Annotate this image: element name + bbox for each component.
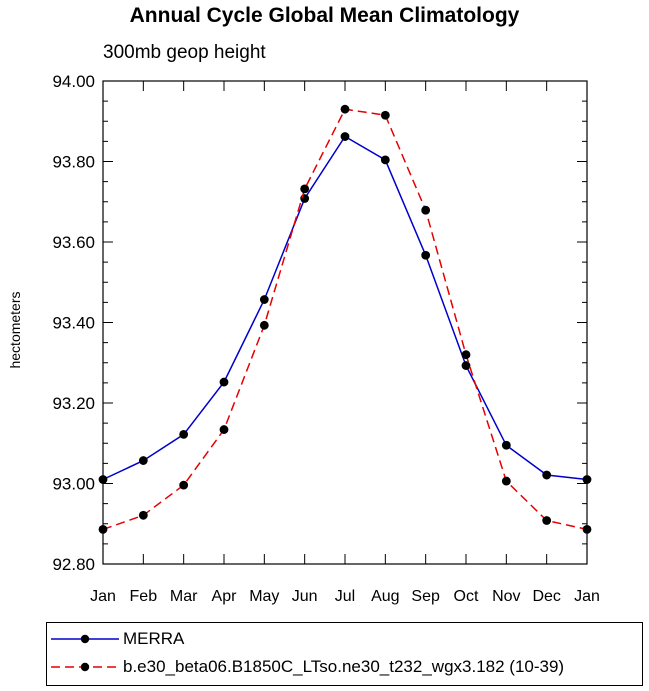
series-2-point	[582, 524, 592, 534]
series-line-2	[102, 108, 588, 531]
x-tick-label: Jul	[335, 588, 355, 605]
series-2-point	[179, 480, 189, 490]
series-1-point	[138, 456, 148, 465]
x-tick-label: Feb	[130, 588, 158, 605]
series-2-point	[300, 184, 310, 194]
series-1-point	[300, 194, 310, 203]
legend-label-series-2: b.e30_beta06.B1850C_LTso.ne30_t232_wgx3.…	[123, 657, 565, 676]
x-tick-label: Sep	[411, 588, 440, 605]
series-1-point	[380, 155, 390, 165]
line-chart: 92.80 93.00 93.20 93.40 93.60 93.80 94.00 Jan Fe…	[52, 72, 600, 605]
series-2-point	[98, 524, 108, 534]
series-1-point	[340, 132, 350, 141]
x-tick-label: Apr	[212, 588, 238, 605]
series-1-point	[98, 475, 108, 484]
y-tick-label: 93.20	[52, 394, 95, 413]
series-2-point	[138, 510, 148, 520]
chart-subtitle: 300mb geop height	[103, 42, 266, 63]
series-1-point	[461, 361, 471, 370]
legend-swatch-series-1	[51, 634, 119, 644]
x-tick-label: Jan	[574, 588, 600, 605]
x-tick-label: Mar	[170, 588, 198, 605]
series-2-point	[340, 104, 350, 114]
series-line-1	[102, 135, 588, 481]
series-2-point	[501, 476, 511, 486]
x-tick-label: Aug	[371, 588, 399, 605]
legend-entry-series-1: MERRA	[47, 626, 642, 654]
series-2-point	[421, 205, 431, 215]
series-1-point	[259, 295, 269, 304]
series-2-point	[461, 350, 471, 360]
legend-label-series-1: MERRA	[123, 629, 185, 648]
legend-entry-series-2: b.e30_beta06.B1850C_LTso.ne30_t232_wgx3.…	[47, 654, 642, 682]
series-1-point	[219, 377, 229, 387]
y-tick-label: 93.00	[52, 475, 95, 494]
series-1-point	[542, 470, 552, 480]
x-tick-label: Dec	[532, 588, 560, 605]
y-tick-label: 93.40	[52, 314, 95, 333]
series-1-point	[582, 475, 592, 484]
series-1-point	[421, 250, 431, 260]
series-2-point	[380, 110, 390, 120]
series-1-point	[179, 429, 189, 439]
legend: MERRA b.e30_beta06.B1850C_LTso.ne30_t232…	[46, 622, 643, 686]
series-2-point	[259, 320, 269, 330]
y-tick-label: 94.00	[52, 72, 95, 91]
x-tick-label: Oct	[454, 588, 479, 605]
x-tick-label: Jun	[292, 588, 318, 605]
legend-swatch-series-2	[51, 662, 119, 672]
x-tick-label: Nov	[492, 588, 520, 605]
chart-title: Annual Cycle Global Mean Climatology	[129, 4, 520, 27]
y-tick-label: 93.60	[52, 233, 95, 252]
y-tick-label: 93.80	[52, 153, 95, 172]
series-2-point	[542, 516, 552, 525]
y-tick-label: 92.80	[52, 555, 95, 574]
x-tick-label: May	[249, 588, 279, 605]
x-tick-label: Jan	[90, 588, 116, 605]
series-2-point	[219, 425, 229, 434]
plot-frame	[102, 80, 588, 565]
series-1-point	[501, 440, 511, 450]
